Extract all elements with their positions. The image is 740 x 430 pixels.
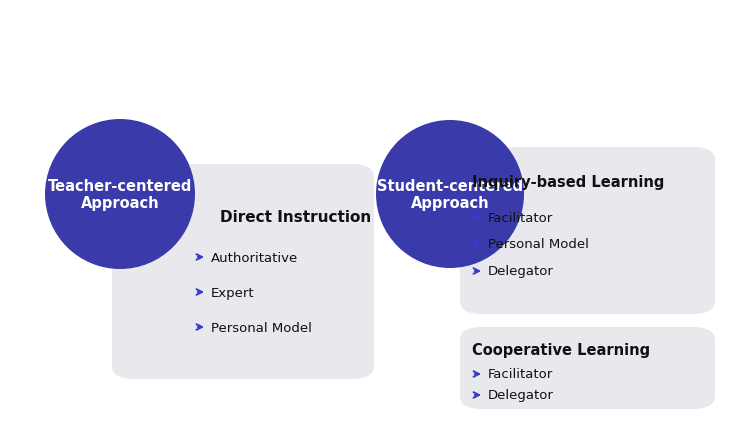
Text: Cooperative Learning: Cooperative Learning bbox=[472, 342, 650, 356]
FancyBboxPatch shape bbox=[112, 165, 374, 379]
Text: Inquiry-based Learning: Inquiry-based Learning bbox=[472, 175, 665, 190]
Text: Delegator: Delegator bbox=[488, 265, 554, 278]
Ellipse shape bbox=[45, 120, 195, 269]
Text: Delegator: Delegator bbox=[488, 389, 554, 402]
FancyBboxPatch shape bbox=[460, 327, 715, 409]
Text: Expert: Expert bbox=[211, 286, 255, 299]
Text: Authoritative: Authoritative bbox=[211, 251, 298, 264]
Text: Facilitator: Facilitator bbox=[488, 368, 554, 381]
Text: Personal Model: Personal Model bbox=[211, 321, 312, 334]
Text: Teacher-centered
Approach: Teacher-centered Approach bbox=[48, 178, 192, 211]
Text: Facilitator: Facilitator bbox=[488, 211, 554, 224]
Ellipse shape bbox=[376, 121, 524, 268]
Text: Student-centered
Approach: Student-centered Approach bbox=[377, 178, 523, 211]
Text: Direct Instruction: Direct Instruction bbox=[220, 210, 371, 225]
FancyBboxPatch shape bbox=[460, 147, 715, 314]
Text: Personal Model: Personal Model bbox=[488, 238, 589, 251]
